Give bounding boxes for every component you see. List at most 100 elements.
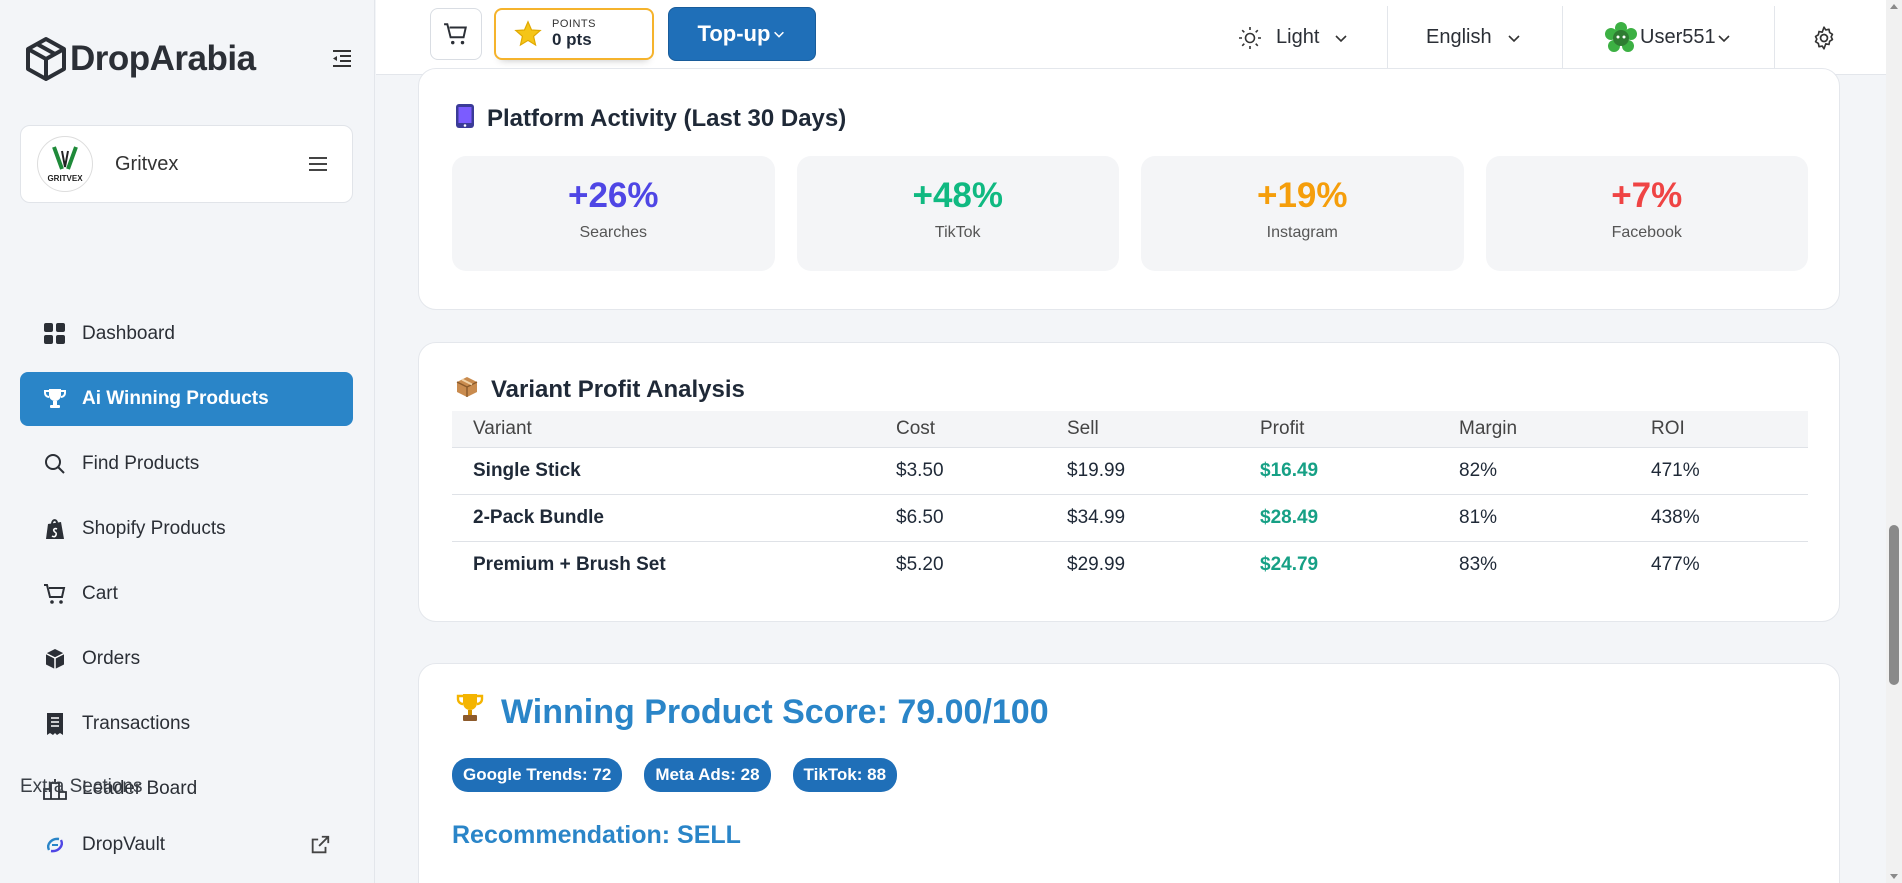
card-title: Variant Profit Analysis [455,375,745,405]
stat-label: TikTok [934,224,981,241]
user-avatar-icon [1605,21,1637,52]
sidebar-item-label: Shopify Products [82,518,226,539]
variant-profit: $28.49 [1239,494,1438,542]
logo-text: DropArabia [70,39,256,78]
variant-cost: $3.50 [875,447,1046,495]
stat-value: +7% [1611,176,1683,215]
activity-stats: +26% Searches +48% TikTok +19% Instagram… [452,156,1808,271]
variant-margin: 81% [1438,494,1630,542]
stat-label: Searches [579,224,648,241]
points-label: POINTS [552,18,596,30]
user-name: User551 [1640,26,1716,48]
theme-toggle[interactable]: Light [1238,0,1349,75]
external-link-icon[interactable] [309,834,331,856]
sidebar-item-label: Find Products [82,453,200,474]
variant-profit: $24.79 [1260,553,1319,575]
sidebar-item-label: Transactions [82,713,191,734]
chevron-down-icon [1718,34,1730,42]
stat-searches: +26% Searches [452,156,775,271]
stat-facebook: +7% Facebook [1485,156,1808,271]
language-label: English [1426,26,1492,48]
stat-label: Instagram [1266,224,1338,241]
table-header-row: Variant Cost Sell Profit Margin ROI [452,411,1808,448]
sidebar-item-leader-board[interactable]: Leader Board [20,762,353,816]
variant-profit-card: Variant Profit Analysis Variant Cost Sel… [418,342,1840,622]
sidebar-item-cart[interactable]: Cart [20,567,353,621]
divider [1562,6,1563,68]
top-bar: POINTS 0 pts Top-up Light English User55… [376,0,1902,75]
divider [1774,6,1775,68]
extra-sections-heading: Extra Sections [20,776,143,797]
receipt-icon [42,711,68,737]
store-name: Gritvex [115,152,179,175]
variant-name: Premium + Brush Set [473,553,666,575]
sidebar-item-orders[interactable]: Orders [20,632,353,686]
sidebar-item-ai-winning-products[interactable]: Ai Winning Products [20,372,353,426]
shopify-bag-icon [42,516,68,542]
sidebar-nav: Dashboard Ai Winning Products Find Produ… [20,307,353,827]
svg-text:GRITVEX: GRITVEX [47,174,83,183]
points-display[interactable]: POINTS 0 pts [494,8,654,60]
variant-margin: 83% [1459,553,1498,575]
cart-icon [42,581,68,607]
sidebar-item-shopify-products[interactable]: Shopify Products [20,502,353,556]
search-icon [42,451,68,477]
hamburger-menu-icon[interactable] [306,152,330,176]
phone-icon [455,103,475,135]
dropvault-icon [42,832,68,858]
variant-roi: 471% [1630,447,1808,495]
cart-icon [444,23,467,45]
theme-label: Light [1276,26,1320,48]
platform-activity-card: Platform Activity (Last 30 Days) +26% Se… [418,68,1840,310]
variant-cost: $5.20 [896,553,944,575]
logo-cube-icon [26,37,66,81]
column-header: Cost [875,411,1046,448]
variant-name: 2-Pack Bundle [452,494,875,542]
variant-name: Single Stick [452,447,875,495]
table-row: 2-Pack Bundle $6.50 $34.99 $28.49 81% 43… [452,494,1808,542]
podium-icon [42,776,68,802]
stat-value: +48% [912,176,1004,215]
score-pill-google-trends: Google Trends: 72 [452,758,623,792]
chevron-down-icon [1508,34,1520,42]
variant-sell: $29.99 [1067,553,1126,575]
user-menu[interactable]: User551 [1604,0,1732,75]
score-pill-tiktok: TikTok: 88 [792,758,898,792]
sidebar-item-label: Ai Winning Products [82,388,269,409]
sun-icon [1239,26,1261,49]
variant-cost: $6.50 [875,494,1046,542]
score-pill-meta-ads: Meta Ads: 28 [644,758,771,792]
scroll-up-arrow-icon[interactable] [1890,4,1898,9]
settings-button[interactable] [1811,0,1837,75]
scroll-down-arrow-icon[interactable] [1890,874,1898,879]
column-header: Sell [1046,411,1239,448]
variant-margin: 82% [1438,447,1630,495]
sidebar-collapse-icon[interactable] [330,47,354,71]
sidebar-item-label: DropVault [82,834,166,855]
table-row: Single Stick $3.50 $19.99 $16.49 82% 471… [452,447,1808,495]
scrollbar-thumb[interactable] [1889,525,1899,685]
variant-sell: $34.99 [1046,494,1239,542]
column-header: Margin [1438,411,1630,448]
star-icon [514,20,542,47]
sidebar-item-dashboard[interactable]: Dashboard [20,307,353,361]
sidebar-item-dropvault[interactable]: DropVault [20,818,353,872]
column-header: ROI [1630,411,1808,448]
stat-label: Facebook [1611,224,1682,241]
logo[interactable]: DropArabia [24,36,354,82]
sidebar-item-label: Cart [82,583,118,604]
sidebar-item-find-products[interactable]: Find Products [20,437,353,491]
trophy-icon [455,692,485,732]
cart-button[interactable] [430,8,482,60]
variant-profit: $16.49 [1239,447,1438,495]
divider [1387,6,1388,68]
sidebar-item-label: Orders [82,648,141,669]
scrollbar[interactable] [1886,0,1902,883]
language-selector[interactable]: English [1426,0,1522,75]
sidebar-item-transactions[interactable]: Transactions [20,697,353,751]
store-selector[interactable]: GRITVEX Gritvex [20,125,353,203]
score-pills: Google Trends: 72 Meta Ads: 28 TikTok: 8… [452,758,898,792]
variant-sell: $19.99 [1046,447,1239,495]
stat-instagram: +19% Instagram [1141,156,1464,271]
topup-button[interactable]: Top-up [668,7,816,61]
